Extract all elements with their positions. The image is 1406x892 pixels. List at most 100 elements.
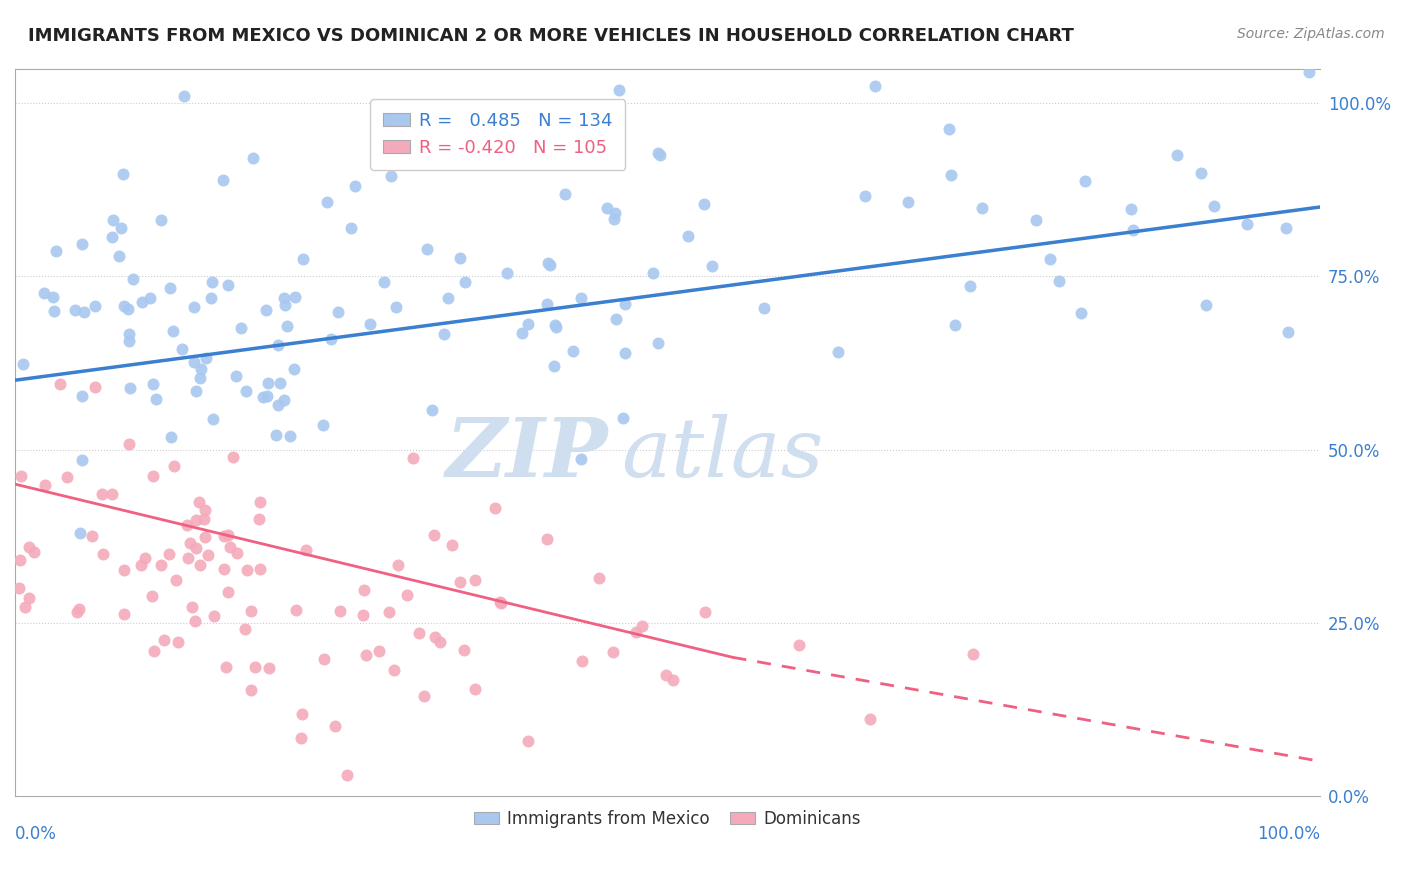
Point xyxy=(546,320,568,334)
Point xyxy=(264,427,287,442)
Point xyxy=(897,195,920,210)
Point xyxy=(56,470,79,484)
Point xyxy=(254,303,277,318)
Point xyxy=(226,546,249,560)
Point xyxy=(536,532,558,546)
Point xyxy=(11,358,34,372)
Point xyxy=(176,517,198,532)
Point xyxy=(266,398,288,412)
Point xyxy=(14,599,37,614)
Point xyxy=(162,324,184,338)
Point xyxy=(173,89,195,103)
Point xyxy=(353,582,375,597)
Text: 0.0%: 0.0% xyxy=(15,825,56,843)
Point xyxy=(612,411,634,425)
Point xyxy=(571,654,593,668)
Point xyxy=(225,368,247,383)
Point xyxy=(1047,274,1070,288)
Point xyxy=(70,236,93,251)
Point xyxy=(603,212,626,227)
Point xyxy=(177,550,200,565)
Point xyxy=(441,538,464,552)
Point xyxy=(752,301,775,315)
Point xyxy=(602,645,624,659)
Point xyxy=(212,562,235,576)
Point xyxy=(111,167,134,181)
Point xyxy=(22,544,45,558)
Point xyxy=(69,525,91,540)
Point xyxy=(49,376,72,391)
Point xyxy=(495,266,517,280)
Point xyxy=(1025,212,1047,227)
Point xyxy=(110,220,132,235)
Point xyxy=(187,495,209,509)
Point xyxy=(112,299,135,313)
Point xyxy=(188,371,211,385)
Point xyxy=(536,297,558,311)
Point xyxy=(276,319,298,334)
Point xyxy=(249,562,271,576)
Point xyxy=(312,652,335,666)
Point xyxy=(252,390,274,404)
Point xyxy=(183,615,205,629)
Point xyxy=(273,292,295,306)
Point xyxy=(1039,252,1062,266)
Point xyxy=(329,604,352,618)
Point xyxy=(112,563,135,577)
Point xyxy=(247,512,270,526)
Point xyxy=(614,297,637,311)
Point xyxy=(588,571,610,585)
Point xyxy=(938,121,960,136)
Point xyxy=(561,343,583,358)
Text: IMMIGRANTS FROM MEXICO VS DOMINICAN 2 OR MORE VEHICLES IN HOUSEHOLD CORRELATION : IMMIGRANTS FROM MEXICO VS DOMINICAN 2 OR… xyxy=(28,27,1074,45)
Point xyxy=(941,169,963,183)
Point xyxy=(249,495,271,509)
Point xyxy=(449,575,471,590)
Point xyxy=(437,291,460,305)
Point xyxy=(117,334,139,349)
Point xyxy=(269,376,291,390)
Point xyxy=(201,412,224,426)
Point xyxy=(34,477,56,491)
Point xyxy=(7,581,30,595)
Point xyxy=(18,591,41,606)
Point xyxy=(163,458,186,473)
Point xyxy=(159,280,181,294)
Point xyxy=(184,541,207,556)
Point xyxy=(1298,65,1320,79)
Point xyxy=(273,392,295,407)
Point xyxy=(454,275,477,289)
Point xyxy=(70,389,93,403)
Point xyxy=(1189,166,1212,180)
Point xyxy=(413,689,436,703)
Point xyxy=(217,528,239,542)
Point xyxy=(853,189,876,203)
Point xyxy=(212,173,235,187)
Point xyxy=(138,291,160,305)
Point xyxy=(152,632,174,647)
Point xyxy=(90,486,112,500)
Point xyxy=(316,195,339,210)
Point xyxy=(449,251,471,265)
Point xyxy=(219,540,242,554)
Point xyxy=(648,147,671,161)
Point xyxy=(65,302,87,317)
Point xyxy=(122,272,145,286)
Point xyxy=(1202,199,1225,213)
Point xyxy=(142,377,165,392)
Point xyxy=(352,607,374,622)
Point xyxy=(66,606,89,620)
Point xyxy=(278,429,301,443)
Point xyxy=(395,588,418,602)
Point xyxy=(340,220,363,235)
Point xyxy=(425,630,447,644)
Point xyxy=(1194,298,1216,312)
Point xyxy=(239,604,262,618)
Point xyxy=(554,416,576,430)
Point xyxy=(160,430,183,444)
Point xyxy=(641,266,664,280)
Point xyxy=(378,605,401,619)
Point xyxy=(170,342,193,356)
Point xyxy=(91,547,114,561)
Point xyxy=(569,451,592,466)
